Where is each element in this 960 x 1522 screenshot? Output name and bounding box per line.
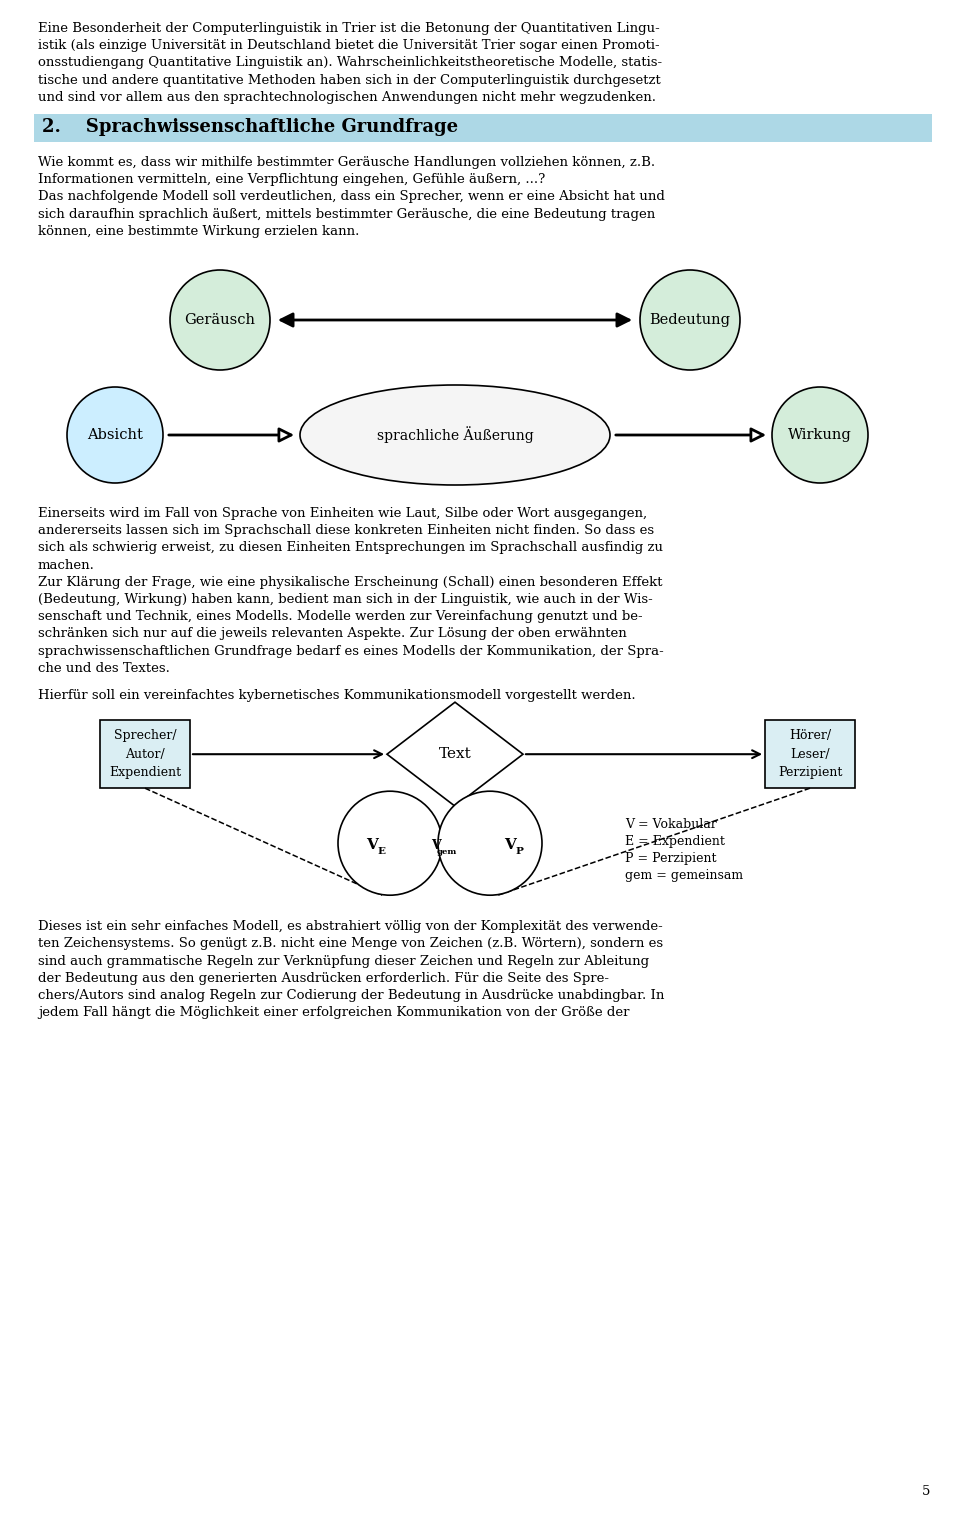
Text: E = Expendient: E = Expendient [625, 836, 725, 848]
Text: ten Zeichensystems. So genügt z.B. nicht eine Menge von Zeichen (z.B. Wörtern), : ten Zeichensystems. So genügt z.B. nicht… [38, 938, 663, 950]
Text: Sprecher/
Autor/
Expendient: Sprecher/ Autor/ Expendient [108, 729, 181, 779]
Text: P = Perzipient: P = Perzipient [625, 852, 716, 864]
Circle shape [67, 387, 163, 482]
Text: können, eine bestimmte Wirkung erzielen kann.: können, eine bestimmte Wirkung erzielen … [38, 225, 359, 237]
Text: Wirkung: Wirkung [788, 428, 852, 441]
Text: sprachwissenschaftlichen Grundfrage bedarf es eines Modells der Kommunikation, d: sprachwissenschaftlichen Grundfrage beda… [38, 645, 663, 658]
Text: sich daraufhin sprachlich äußert, mittels bestimmter Geräusche, die eine Bedeutu: sich daraufhin sprachlich äußert, mittel… [38, 207, 656, 221]
Text: V: V [431, 839, 441, 852]
Text: (Bedeutung, Wirkung) haben kann, bedient man sich in der Linguistik, wie auch in: (Bedeutung, Wirkung) haben kann, bedient… [38, 594, 653, 606]
Text: Das nachfolgende Modell soll verdeutlichen, dass ein Sprecher, wenn er eine Absi: Das nachfolgende Modell soll verdeutlich… [38, 190, 665, 204]
Text: und sind vor allem aus den sprachtechnologischen Anwendungen nicht mehr wegzuden: und sind vor allem aus den sprachtechnol… [38, 91, 656, 103]
Text: V = Vokabular: V = Vokabular [625, 819, 717, 831]
Text: che und des Textes.: che und des Textes. [38, 662, 170, 674]
Text: sich als schwierig erweist, zu diesen Einheiten Entsprechungen im Sprachschall a: sich als schwierig erweist, zu diesen Ei… [38, 542, 663, 554]
Text: sind auch grammatische Regeln zur Verknüpfung dieser Zeichen und Regeln zur Able: sind auch grammatische Regeln zur Verknü… [38, 954, 649, 968]
Text: Text: Text [439, 747, 471, 761]
Text: Absicht: Absicht [87, 428, 143, 441]
Text: P: P [516, 846, 523, 855]
Text: Hierfür soll ein vereinfachtes kybernetisches Kommunikationsmodell vorgestellt w: Hierfür soll ein vereinfachtes kyberneti… [38, 689, 636, 702]
Text: schränken sich nur auf die jeweils relevanten Aspekte. Zur Lösung der oben erwäh: schränken sich nur auf die jeweils relev… [38, 627, 627, 641]
Text: Wie kommt es, dass wir mithilfe bestimmter Geräusche Handlungen vollziehen könne: Wie kommt es, dass wir mithilfe bestimmt… [38, 155, 655, 169]
Text: gem = gemeinsam: gem = gemeinsam [625, 869, 743, 883]
Circle shape [438, 791, 542, 895]
Circle shape [772, 387, 868, 482]
Circle shape [170, 269, 270, 370]
Text: Hörer/
Leser/
Perzipient: Hörer/ Leser/ Perzipient [778, 729, 842, 779]
FancyBboxPatch shape [765, 720, 855, 788]
Text: jedem Fall hängt die Möglichkeit einer erfolgreichen Kommunikation von der Größe: jedem Fall hängt die Möglichkeit einer e… [38, 1006, 630, 1020]
Text: Geräusch: Geräusch [184, 314, 255, 327]
Bar [34, 114, 932, 142]
Text: senschaft und Technik, eines Modells. Modelle werden zur Vereinfachung genutzt u: senschaft und Technik, eines Modells. Mo… [38, 610, 642, 622]
Text: machen.: machen. [38, 559, 95, 572]
Text: onsstudiengang Quantitative Linguistik an). Wahrscheinlichkeitstheoretische Mode: onsstudiengang Quantitative Linguistik a… [38, 56, 662, 70]
FancyBboxPatch shape [100, 720, 190, 788]
Text: der Bedeutung aus den generierten Ausdrücken erforderlich. Für die Seite des Spr: der Bedeutung aus den generierten Ausdrü… [38, 973, 609, 985]
Text: Bedeutung: Bedeutung [650, 314, 731, 327]
Text: V: V [366, 839, 378, 852]
Text: Eine Besonderheit der Computerlinguistik in Trier ist die Betonung der Quantitat: Eine Besonderheit der Computerlinguistik… [38, 21, 660, 35]
Ellipse shape [300, 385, 610, 486]
Text: gem: gem [437, 848, 457, 857]
Text: istik (als einzige Universität in Deutschland bietet die Universität Trier sogar: istik (als einzige Universität in Deutsc… [38, 40, 660, 52]
Text: Informationen vermitteln, eine Verpflichtung eingehen, Gefühle äußern, ...?: Informationen vermitteln, eine Verpflich… [38, 174, 545, 186]
Circle shape [640, 269, 740, 370]
Text: Dieses ist ein sehr einfaches Modell, es abstrahiert völlig von der Komplexität : Dieses ist ein sehr einfaches Modell, es… [38, 921, 662, 933]
Text: E: E [377, 846, 385, 855]
Text: chers/Autors sind analog Regeln zur Codierung der Bedeutung in Ausdrücke unabdin: chers/Autors sind analog Regeln zur Codi… [38, 989, 664, 1001]
Text: 5: 5 [922, 1485, 930, 1498]
Text: tische und andere quantitative Methoden haben sich in der Computerlinguistik dur: tische und andere quantitative Methoden … [38, 73, 660, 87]
Text: V: V [504, 839, 516, 852]
Text: Zur Klärung der Frage, wie eine physikalische Erscheinung (Schall) einen besonde: Zur Klärung der Frage, wie eine physikal… [38, 575, 662, 589]
Polygon shape [387, 702, 523, 807]
Circle shape [338, 791, 442, 895]
Text: Einerseits wird im Fall von Sprache von Einheiten wie Laut, Silbe oder Wort ausg: Einerseits wird im Fall von Sprache von … [38, 507, 647, 521]
Text: sprachliche Äußerung: sprachliche Äußerung [376, 426, 534, 443]
Text: andererseits lassen sich im Sprachschall diese konkreten Einheiten nicht finden.: andererseits lassen sich im Sprachschall… [38, 524, 654, 537]
Text: 2.    Sprachwissenschaftliche Grundfrage: 2. Sprachwissenschaftliche Grundfrage [42, 119, 458, 135]
